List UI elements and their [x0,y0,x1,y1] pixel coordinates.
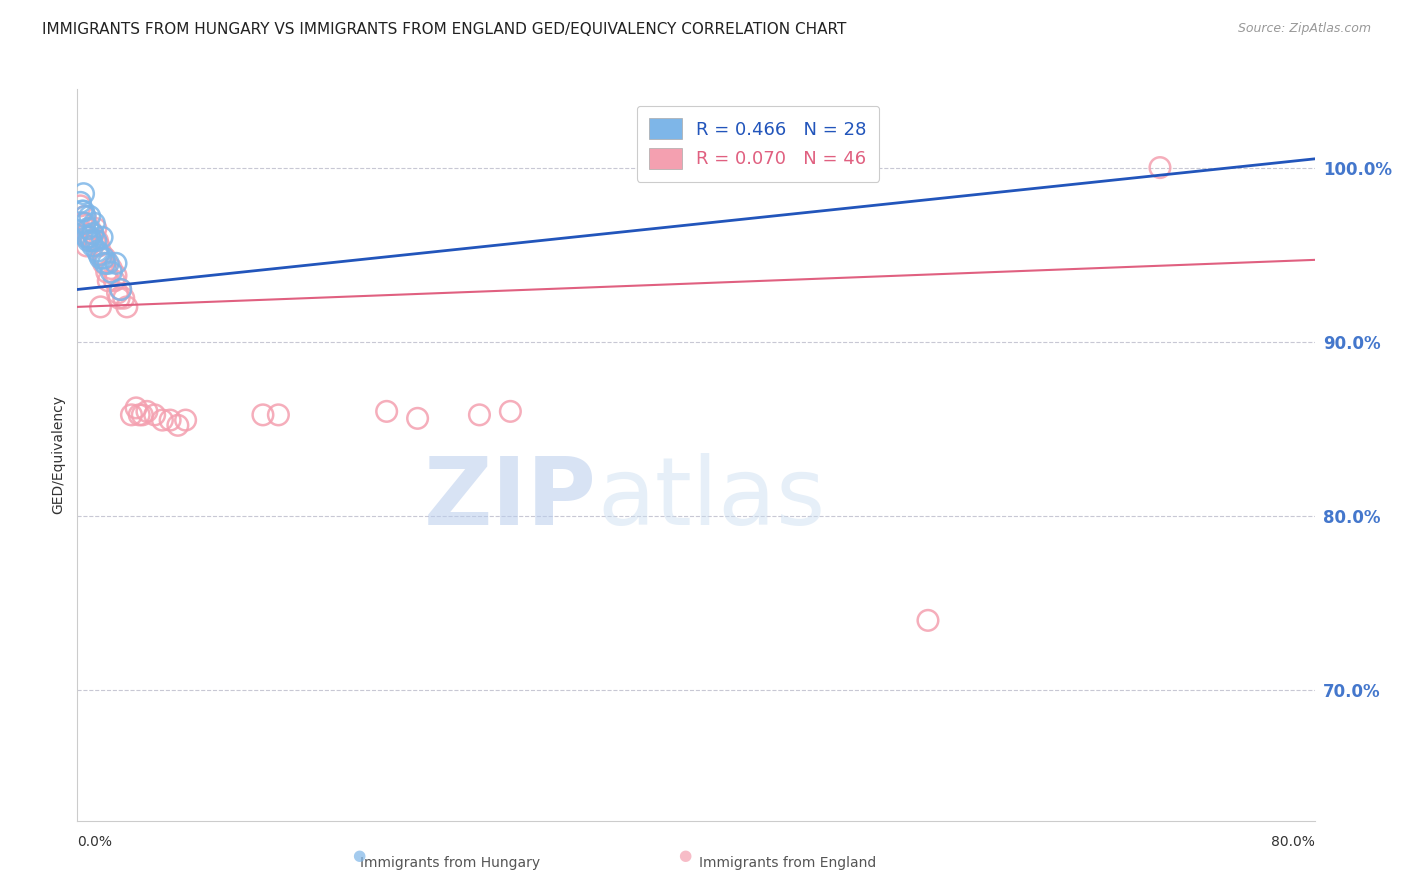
Point [77,221,100,235]
Point [69,195,91,210]
Point [82,227,104,241]
Point [76,239,98,253]
Point [638,164,661,178]
Point [91,230,114,244]
Point [87,239,110,253]
Point [100,265,122,279]
Legend: R = 0.466   N = 28, R = 0.070   N = 46: R = 0.466 N = 28, R = 0.070 N = 46 [637,105,879,182]
Text: ●: ● [678,848,692,863]
Point [100,261,122,276]
Point [82,239,104,253]
Point [86,234,108,248]
Point [96,265,118,279]
Point [499,404,522,418]
Point [159,413,181,427]
Point [75,210,96,224]
Point [75,210,96,224]
Y-axis label: GED/Equivalency: GED/Equivalency [52,395,66,515]
Point [108,291,131,305]
Point [93,256,115,270]
Point [131,408,153,422]
Point [375,404,398,418]
Point [112,291,135,305]
Text: 0.0%: 0.0% [77,835,112,848]
Point [75,216,96,230]
Text: Source: ZipAtlas.com: Source: ZipAtlas.com [1237,22,1371,36]
Text: Immigrants from Hungary: Immigrants from Hungary [360,855,540,870]
Point [267,408,290,422]
Point [90,251,112,265]
Point [77,230,100,244]
Point [79,221,101,235]
Point [79,230,101,244]
Point [90,300,112,314]
Point [107,285,129,300]
Point [468,408,491,422]
Point [82,227,104,241]
Point [128,408,150,422]
Point [97,256,120,270]
Point [94,251,117,265]
Point [167,418,190,433]
Point [79,210,101,224]
Point [121,408,143,422]
Point [76,230,98,244]
Point [84,221,107,235]
Point [77,234,100,248]
Point [125,401,148,415]
Point [94,256,117,270]
Text: ●: ● [352,848,366,863]
Point [103,274,125,288]
Point [70,204,93,219]
Point [105,268,128,283]
Point [70,216,93,230]
Point [252,408,274,422]
Point [87,247,110,261]
Text: Immigrants from England: Immigrants from England [699,855,876,870]
Point [97,274,120,288]
Point [406,411,429,425]
Text: 80.0%: 80.0% [1271,835,1315,848]
Point [110,283,132,297]
Point [91,247,114,261]
Point [72,216,94,230]
Point [647,164,669,178]
Point [105,256,128,270]
Point [76,227,98,241]
Point [93,251,115,265]
Point [80,234,103,248]
Point [1149,161,1171,175]
Point [174,413,197,427]
Point [69,199,91,213]
Point [84,234,107,248]
Point [115,300,138,314]
Point [143,408,166,422]
Point [86,244,108,259]
Point [152,413,174,427]
Point [83,216,105,230]
Point [80,234,103,248]
Point [72,204,94,219]
Text: IMMIGRANTS FROM HUNGARY VS IMMIGRANTS FROM ENGLAND GED/EQUIVALENCY CORRELATION C: IMMIGRANTS FROM HUNGARY VS IMMIGRANTS FR… [42,22,846,37]
Point [72,186,94,201]
Text: ZIP: ZIP [425,453,598,545]
Text: atlas: atlas [598,453,825,545]
Point [136,404,159,418]
Point [917,613,939,627]
Point [110,283,132,297]
Point [83,234,105,248]
